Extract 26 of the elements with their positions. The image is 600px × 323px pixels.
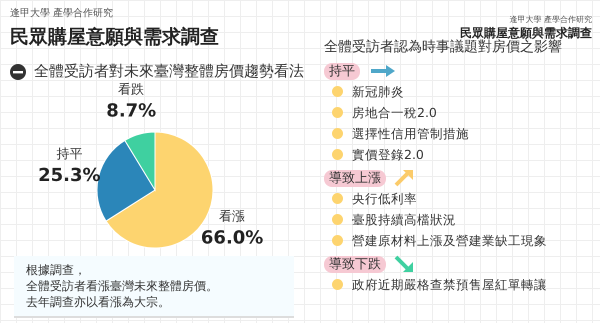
data-label: 66.0% [200,227,264,248]
data-label: 8.7% [106,100,156,122]
text: 逢甲大學 產學合作研究 [508,14,592,25]
text: 導致下跌 [324,256,386,273]
text: 根據調查， [26,262,87,278]
chart-title: 民眾購屋意願與需求調查 [10,25,219,50]
text: 營建原材料上漲及營建業缺工現象 [351,232,548,250]
text: 逢甲大學 產學合作研究 [10,6,114,20]
text: 房地合一稅2.0 [351,104,438,122]
text: 政府近期嚴格查禁預售屋紅單轉讓 [351,276,548,294]
text: 民眾購屋意願與需求調查 [460,25,592,40]
text: 實價登錄2.0 [351,146,425,164]
text: 全體受訪者看漲臺灣未來整體房價。 [26,278,219,294]
data-label: 25.3% [38,164,101,186]
slice-label: 持平 [56,146,82,162]
text: 導致上漲 [324,170,386,187]
text: 去年調查亦以看漲為大宗。 [26,294,171,310]
slice-label: 看跌 [118,82,144,98]
text: 新冠肺炎 [351,83,405,101]
text: 全體受訪者認為時事議題對房價之影響 [324,39,563,56]
chart-subtitle: 全體受訪者對未來臺灣整體房價趨勢看法 [33,62,304,81]
text: 臺股持續高檔狀況 [351,211,457,229]
text: 持平 [324,63,360,80]
slice-label: 看漲 [219,209,246,224]
text: 選擇性信用管制措施 [351,125,470,143]
text: 央行低利率 [351,190,418,208]
